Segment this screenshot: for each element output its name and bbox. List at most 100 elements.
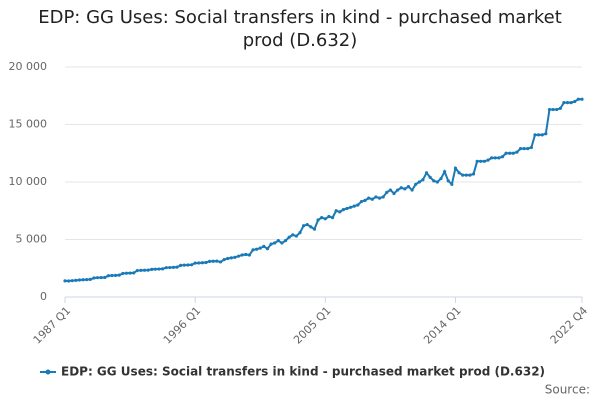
point (515, 150, 519, 154)
point (320, 216, 324, 220)
chart-title: EDP: GG Uses: Social transfers in kind -… (38, 7, 562, 51)
point (312, 227, 317, 231)
y-tick-label: 5 000 (16, 233, 48, 246)
source: Source: (545, 383, 590, 397)
point (283, 239, 288, 243)
point (124, 271, 129, 275)
point (551, 107, 555, 112)
point (327, 214, 331, 219)
point (95, 276, 100, 280)
point (247, 253, 251, 257)
point (482, 159, 486, 163)
point (544, 132, 548, 136)
point (396, 188, 400, 192)
point (493, 156, 497, 160)
x-tick-label: 2014 Q1 (421, 304, 464, 347)
point (450, 182, 454, 186)
y-tick-label: 10 000 (9, 175, 48, 188)
point (193, 261, 197, 265)
point (77, 278, 82, 282)
point (421, 178, 425, 182)
point (403, 187, 407, 191)
point (406, 185, 411, 189)
point (562, 101, 566, 105)
point (526, 147, 530, 151)
point (236, 254, 241, 258)
point (70, 279, 74, 283)
point (518, 147, 523, 151)
point (388, 188, 392, 192)
point (106, 274, 110, 278)
point (153, 267, 157, 271)
point (504, 151, 508, 155)
point (197, 261, 201, 265)
point (377, 196, 382, 200)
point (273, 241, 277, 245)
point (399, 186, 403, 190)
point (374, 195, 378, 199)
point (117, 273, 121, 277)
point (103, 275, 107, 280)
point (475, 159, 479, 163)
point (392, 191, 396, 196)
point (81, 278, 85, 282)
point (471, 172, 476, 176)
point (204, 260, 208, 265)
point (139, 268, 143, 272)
point (349, 205, 353, 209)
point (67, 279, 71, 283)
point (341, 208, 345, 212)
point (229, 256, 233, 260)
point (161, 267, 165, 271)
point (150, 267, 154, 271)
point (410, 188, 414, 192)
point (298, 231, 302, 235)
point (200, 261, 204, 265)
point (522, 147, 526, 151)
point (262, 244, 266, 248)
point (74, 278, 78, 282)
point (529, 145, 533, 150)
y-tick-label: 0 (40, 290, 47, 303)
point (464, 173, 468, 177)
point (381, 195, 385, 199)
point (164, 266, 168, 270)
point (186, 263, 190, 267)
point (453, 166, 458, 170)
point (508, 151, 512, 155)
point (537, 133, 541, 137)
point (110, 273, 114, 278)
point (99, 275, 103, 280)
point (276, 239, 280, 243)
point (540, 133, 544, 137)
point (580, 97, 584, 101)
point (146, 268, 150, 272)
point (363, 198, 367, 202)
point (132, 271, 136, 275)
point (457, 171, 461, 175)
point (500, 155, 505, 159)
x-tick-label: 1996 Q1 (161, 304, 204, 347)
point (414, 182, 418, 186)
point (359, 199, 364, 204)
point (439, 176, 443, 181)
point (208, 259, 212, 263)
point (576, 97, 580, 101)
point (280, 241, 284, 245)
point (555, 107, 559, 112)
point (417, 180, 421, 184)
point (211, 259, 215, 263)
point (63, 279, 67, 283)
point (490, 156, 494, 160)
point (385, 190, 389, 194)
x-tick-label: 2022 Q4 (548, 304, 591, 347)
point (255, 247, 259, 251)
point (573, 99, 577, 104)
point (215, 259, 219, 263)
point (85, 278, 89, 282)
x-tick-label: 2005 Q1 (291, 304, 334, 347)
point (352, 204, 356, 208)
point (323, 217, 327, 221)
x-tick-label: 1987 Q1 (31, 304, 74, 347)
